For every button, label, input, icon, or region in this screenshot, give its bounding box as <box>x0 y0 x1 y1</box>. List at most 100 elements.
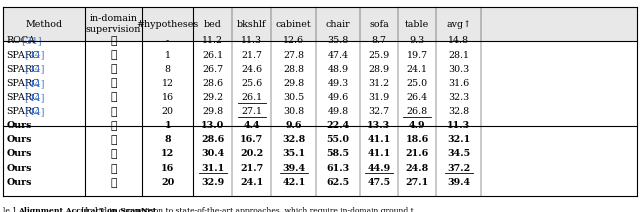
Text: Ours: Ours <box>6 135 32 144</box>
Text: 29.8: 29.8 <box>283 79 305 88</box>
Text: SPARC: SPARC <box>6 107 40 116</box>
Text: 55.0: 55.0 <box>326 135 349 144</box>
Text: 39.4: 39.4 <box>447 178 470 187</box>
Text: 24.8: 24.8 <box>406 163 429 173</box>
Text: 42.1: 42.1 <box>282 178 305 187</box>
Text: 26.8: 26.8 <box>406 107 428 116</box>
Text: 32.1: 32.1 <box>447 135 470 144</box>
Text: 16: 16 <box>161 163 174 173</box>
Text: 61.3: 61.3 <box>326 163 349 173</box>
Text: 35.8: 35.8 <box>327 36 349 45</box>
Text: 25.6: 25.6 <box>241 79 262 88</box>
Text: 32.7: 32.7 <box>368 107 390 116</box>
Text: ROCA: ROCA <box>6 36 35 45</box>
Text: [44]: [44] <box>22 107 45 116</box>
Text: 4.4: 4.4 <box>244 121 260 130</box>
Text: 8: 8 <box>164 135 171 144</box>
Text: #hypotheses: #hypotheses <box>136 20 199 29</box>
Text: 47.5: 47.5 <box>367 178 390 187</box>
Text: 28.9: 28.9 <box>368 65 390 74</box>
Text: 28.6: 28.6 <box>202 79 223 88</box>
Text: 26.1: 26.1 <box>241 93 262 102</box>
Text: SPARC: SPARC <box>6 65 40 74</box>
Text: 31.2: 31.2 <box>368 79 390 88</box>
Text: 1: 1 <box>164 121 171 130</box>
Text: 8.7: 8.7 <box>371 36 387 45</box>
Text: [44]: [44] <box>22 65 45 74</box>
Text: 29.2: 29.2 <box>202 93 223 102</box>
Text: 9.6: 9.6 <box>285 121 302 130</box>
Text: 4.9: 4.9 <box>409 121 426 130</box>
Text: SPARC: SPARC <box>6 50 40 60</box>
Text: 34.5: 34.5 <box>447 149 470 158</box>
Text: 28.1: 28.1 <box>449 50 469 60</box>
Text: 29.8: 29.8 <box>202 107 223 116</box>
Text: SPARC: SPARC <box>6 79 40 88</box>
Text: 30.3: 30.3 <box>448 65 470 74</box>
Text: 13.0: 13.0 <box>201 121 225 130</box>
Text: 24.1: 24.1 <box>407 65 428 74</box>
Text: 1: 1 <box>164 50 171 60</box>
Text: 26.7: 26.7 <box>202 65 223 74</box>
Text: 24.6: 24.6 <box>241 65 262 74</box>
Text: 26.1: 26.1 <box>202 50 223 60</box>
Text: 25.0: 25.0 <box>406 79 428 88</box>
Text: 44.9: 44.9 <box>367 163 390 173</box>
Text: ✓: ✓ <box>110 106 117 117</box>
Text: 20: 20 <box>161 178 174 187</box>
Text: le 1.: le 1. <box>3 206 24 212</box>
Bar <box>3 7 637 41</box>
Text: 58.5: 58.5 <box>326 149 349 158</box>
Text: 12: 12 <box>162 79 173 88</box>
Text: 16.7: 16.7 <box>240 135 264 144</box>
Text: [44]: [44] <box>22 93 45 102</box>
Text: sofa: sofa <box>369 20 388 29</box>
Text: 20.2: 20.2 <box>240 149 264 158</box>
Text: ✓: ✓ <box>110 64 117 74</box>
Text: 41.1: 41.1 <box>367 135 390 144</box>
Text: 28.6: 28.6 <box>201 135 225 144</box>
Text: 9.3: 9.3 <box>410 36 425 45</box>
Text: 16: 16 <box>162 93 173 102</box>
Text: 18.6: 18.6 <box>406 135 429 144</box>
Text: 31.9: 31.9 <box>368 93 390 102</box>
Text: 13.3: 13.3 <box>367 121 390 130</box>
Text: 48.9: 48.9 <box>327 65 349 74</box>
Text: Alignment Accuracy on ScanNet: Alignment Accuracy on ScanNet <box>18 206 156 212</box>
Text: ✗: ✗ <box>110 177 117 188</box>
Text: 31.1: 31.1 <box>201 163 225 173</box>
Text: Ours: Ours <box>6 163 32 173</box>
Text: 21.6: 21.6 <box>406 149 429 158</box>
Text: 37.2: 37.2 <box>447 163 470 173</box>
Text: 30.5: 30.5 <box>283 93 305 102</box>
Text: ✓: ✓ <box>110 92 117 102</box>
Text: 28.8: 28.8 <box>284 65 304 74</box>
Text: 11.3: 11.3 <box>241 36 262 45</box>
Text: 25.9: 25.9 <box>368 50 390 60</box>
Text: 27.1: 27.1 <box>406 178 429 187</box>
Text: 32.8: 32.8 <box>448 107 470 116</box>
Text: 20: 20 <box>162 107 173 116</box>
Text: ✓: ✓ <box>110 78 117 88</box>
Text: 26.4: 26.4 <box>406 93 428 102</box>
Text: Ours: Ours <box>6 149 32 158</box>
Text: 32.8: 32.8 <box>282 135 305 144</box>
Text: 27.1: 27.1 <box>241 107 262 116</box>
Text: [44]: [44] <box>22 50 45 60</box>
Text: SPARC: SPARC <box>6 93 40 102</box>
Text: 35.1: 35.1 <box>282 149 305 158</box>
Text: 27.8: 27.8 <box>284 50 304 60</box>
Text: ✗: ✗ <box>110 163 117 174</box>
Text: 11.3: 11.3 <box>447 121 470 130</box>
Text: cabinet: cabinet <box>276 20 312 29</box>
Text: 14.8: 14.8 <box>449 36 469 45</box>
Text: 24.1: 24.1 <box>240 178 264 187</box>
Text: 30.8: 30.8 <box>283 107 305 116</box>
Text: [1, 17] in comparison to state-of-the-art approaches, which require in-domain gr: [1, 17] in comparison to state-of-the-ar… <box>79 206 414 212</box>
Text: Ours: Ours <box>6 121 32 130</box>
Text: 41.1: 41.1 <box>367 149 390 158</box>
Text: 47.4: 47.4 <box>328 50 348 60</box>
Text: ✗: ✗ <box>110 120 117 131</box>
Text: 49.8: 49.8 <box>327 107 349 116</box>
Text: ✗: ✗ <box>110 134 117 145</box>
